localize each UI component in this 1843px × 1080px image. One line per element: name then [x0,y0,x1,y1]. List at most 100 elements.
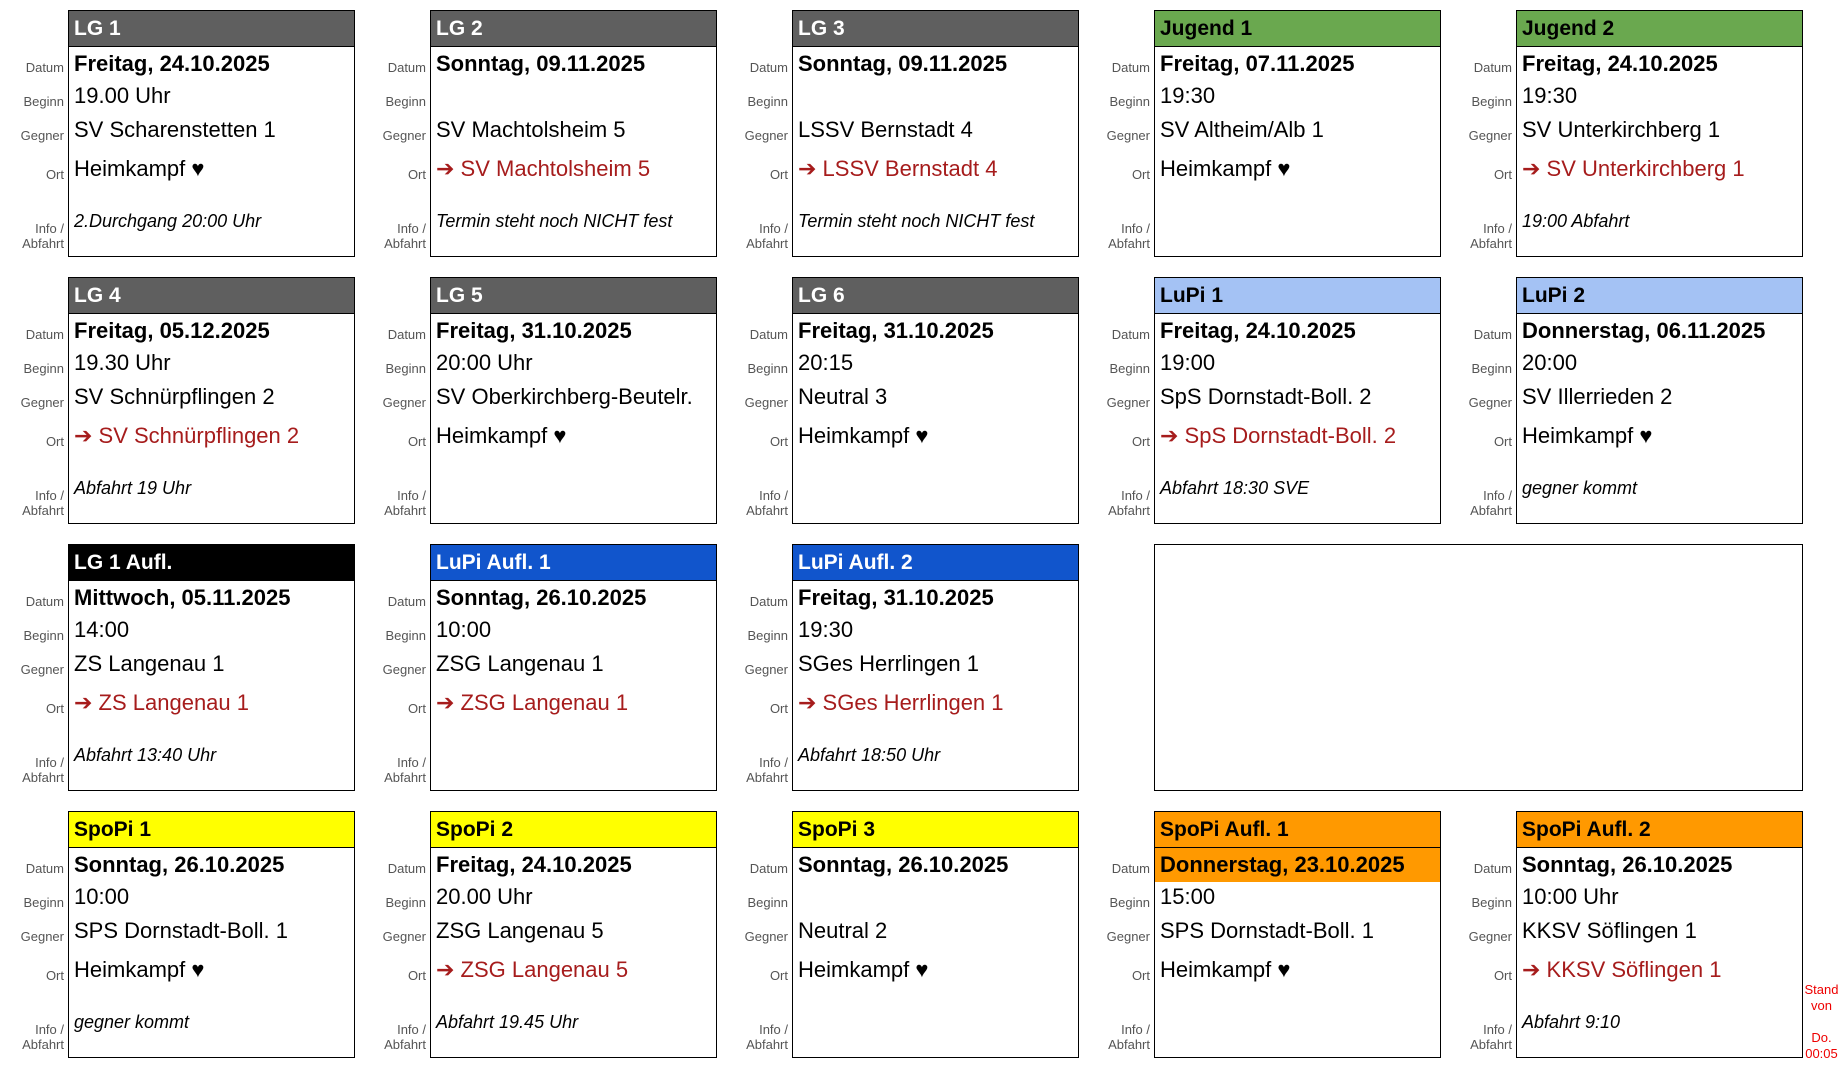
match-card: LG 3 Sonntag, 09.11.2025 LSSV Bernstadt 4 ➔… [792,10,1079,257]
field-label: Abfahrt [746,770,788,785]
team-header: SpoPi Aufl. 1 [1155,812,1440,848]
time: 20:00 Uhr [436,350,533,375]
match-card: LG 6 Freitag, 31.10.2025 20:15 Neutral 3 Hei… [792,277,1079,524]
date: Freitag, 24.10.2025 [1160,318,1356,343]
field-label: Info / [1483,221,1512,236]
field-label: Info / [759,488,788,503]
field-label: Abfahrt [1108,1037,1150,1052]
match-card: Jugend 2 Freitag, 24.10.2025 19:30 SV Unter… [1516,10,1803,257]
place: ➔ SGes Herrlingen 1 [798,690,1004,715]
place: ➔ SpS Dornstadt-Boll. 2 [1160,423,1397,448]
field-label: Ort [407,701,426,716]
date: Freitag, 31.10.2025 [798,318,994,343]
match-card: SpoPi Aufl. 2 Sonntag, 26.10.2025 10:00 Uh… [1516,811,1803,1058]
field-label: Gegner [1106,128,1150,143]
field-label: Abfahrt [1470,1037,1512,1052]
field-label: Datum [387,861,426,876]
field-label: Info / [1121,221,1150,236]
field-label: Ort [45,701,64,716]
field-label: Gegner [20,662,64,677]
opponent: LSSV Bernstadt 4 [798,117,973,142]
time: 14:00 [74,617,130,642]
place: ➔ ZS Langenau 1 [74,690,250,715]
text: von [1811,998,1832,1013]
field-label: Abfahrt [1108,236,1150,251]
date: Freitag, 24.10.2025 [1522,51,1718,76]
team-header: LG 1 [69,11,354,47]
date: Sonntag, 26.10.2025 [74,852,285,877]
field-label: Ort [45,167,64,182]
field-label: Beginn [747,895,788,910]
field-label: Ort [1131,434,1150,449]
opponent: SV Oberkirchberg-Beutelr. [436,384,693,409]
field-label: Gegner [382,128,426,143]
opponent: ZSG Langenau 1 [436,651,604,676]
field-label: Abfahrt [746,236,788,251]
match-card: LuPi Aufl. 2 Freitag, 31.10.2025 19:30 SGes… [792,544,1079,791]
field-label: Info / [397,221,426,236]
match-card: LG 1 Aufl. Mittwoch, 05.11.2025 14:00 ZS La… [68,544,355,791]
field-label: Datum [1111,327,1150,342]
field-label: Datum [1473,60,1512,75]
text: 00:05 [1805,1046,1838,1061]
place: ➔ ZSG Langenau 1 [436,690,629,715]
team-header: SpoPi 3 [793,812,1078,848]
field-label: Abfahrt [22,770,64,785]
opponent: KKSV Söflingen 1 [1522,918,1697,943]
date: Freitag, 05.12.2025 [74,318,270,343]
field-label: Datum [387,594,426,609]
field-label: Ort [1493,167,1512,182]
field-label: Ort [769,701,788,716]
date: Sonntag, 26.10.2025 [1522,852,1733,877]
date: Freitag, 31.10.2025 [798,585,994,610]
field-label: Gegner [1106,929,1150,944]
field-label: Abfahrt [22,503,64,518]
field-label: Ort [769,434,788,449]
field-label: Info / [1483,1022,1512,1037]
opponent: SV Illerrieden 2 [1522,384,1673,409]
opponent: Neutral 2 [798,918,888,943]
team-header: LG 3 [793,11,1078,47]
opponent: Neutral 3 [798,384,888,409]
time: 20:00 [1522,350,1578,375]
time: 19:30 [1160,83,1216,108]
time: 10:00 [74,884,130,909]
team-header: SpoPi 1 [69,812,354,848]
field-label: Abfahrt [384,770,426,785]
field-label: Gegner [382,929,426,944]
match-card: SpoPi 1 Sonntag, 26.10.2025 10:00 SPS Dorns… [68,811,355,1058]
match-card: LG 4 Freitag, 05.12.2025 19.30 Uhr SV Schnü… [68,277,355,524]
date: Sonntag, 26.10.2025 [798,852,1009,877]
match-card: LG 2 Sonntag, 09.11.2025 SV Machtolsheim 5… [430,10,717,257]
field-label: Ort [407,968,426,983]
date: Mittwoch, 05.11.2025 [74,585,291,610]
time: 20.00 Uhr [436,884,533,909]
date: Donnerstag, 06.11.2025 [1522,318,1766,343]
field-label: Gegner [744,929,788,944]
info: Abfahrt 19 Uhr [74,478,192,498]
field-label: Gegner [744,662,788,677]
info: Abfahrt 18:50 Uhr [798,745,941,765]
field-label: Datum [25,60,64,75]
field-label: Info / [397,1022,426,1037]
field-label: Datum [1473,861,1512,876]
field-label: Abfahrt [384,503,426,518]
time: 19:30 [1522,83,1578,108]
field-label: Beginn [1471,94,1512,109]
field-label: Beginn [1109,94,1150,109]
field-label: Ort [769,167,788,182]
field-label: Info / [397,755,426,770]
field-label: Info / [35,488,64,503]
field-label: Beginn [1109,895,1150,910]
opponent: SGes Herrlingen 1 [798,651,979,676]
time: 19.00 Uhr [74,83,171,108]
field-label: Datum [25,861,64,876]
info: 19:00 Abfahrt [1522,211,1630,231]
field-label: Abfahrt [1108,503,1150,518]
field-label: Ort [1493,434,1512,449]
field-label: Info / [397,488,426,503]
field-label: Beginn [1471,361,1512,376]
match-card: LuPi 1 Freitag, 24.10.2025 19:00 SpS Dornst… [1154,277,1441,524]
info: Abfahrt 19.45 Uhr [436,1012,579,1032]
team-header: LuPi 1 [1155,278,1440,314]
